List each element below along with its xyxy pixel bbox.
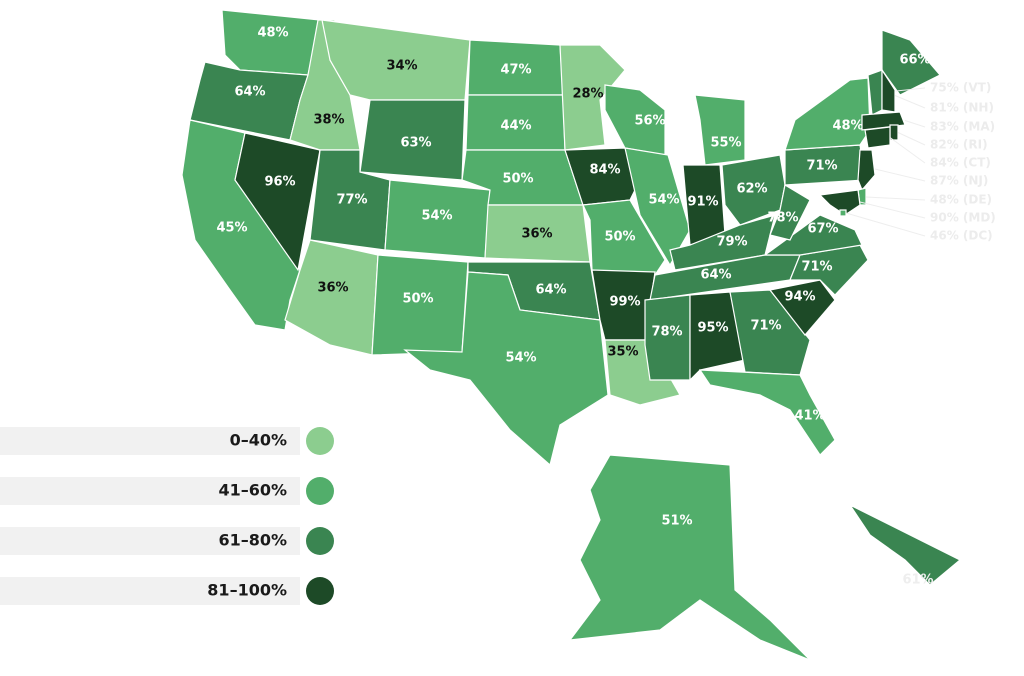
- callout-label: 61%: [902, 573, 933, 588]
- state: [864, 126, 891, 149]
- leader-line: [865, 196, 926, 201]
- callout-label: 48% (DE): [930, 193, 992, 207]
- state-label: 47%: [500, 63, 531, 78]
- state-label: 66%: [899, 53, 930, 68]
- state: [839, 209, 847, 217]
- callout-label: 87% (NJ): [930, 174, 988, 188]
- state-label: 56%: [634, 114, 665, 129]
- state: [669, 214, 776, 271]
- state-label: 78%: [767, 211, 798, 226]
- state-label: 62%: [736, 182, 767, 197]
- state-label: 91%: [687, 195, 718, 210]
- legend-label: 0–40%: [230, 431, 287, 450]
- state-label: 78%: [651, 325, 682, 340]
- callout-label: 82% (RI): [930, 138, 988, 152]
- state-label: 28%: [572, 87, 603, 102]
- state-label: 71%: [750, 319, 781, 334]
- legend-swatch: [306, 427, 334, 455]
- callout-label: 81% (NH): [930, 101, 994, 115]
- leader-line: [889, 137, 926, 164]
- state: [818, 189, 861, 216]
- state-label: 44%: [500, 119, 531, 134]
- leader-line: [859, 201, 926, 219]
- state: [867, 69, 883, 116]
- leader-line: [845, 212, 926, 237]
- state: [889, 124, 899, 141]
- state: [568, 454, 811, 661]
- state: [689, 291, 746, 382]
- legend-bar: [0, 477, 300, 505]
- state: [763, 214, 863, 256]
- state-label: 50%: [604, 230, 635, 245]
- leader-line: [874, 168, 926, 182]
- state-label: 50%: [502, 172, 533, 187]
- state-label: 38%: [313, 113, 344, 128]
- callout-label: 84% (CT): [930, 156, 991, 170]
- legend-bar: [0, 427, 300, 455]
- state-label: 64%: [234, 85, 265, 100]
- state-label: 45%: [216, 221, 247, 236]
- state-label: 36%: [521, 227, 552, 242]
- legend-bar: [0, 527, 300, 555]
- state-label: 96%: [264, 175, 295, 190]
- legend-swatch: [306, 477, 334, 505]
- state-label: 64%: [535, 283, 566, 298]
- state: [694, 94, 746, 166]
- state-label: 54%: [648, 193, 679, 208]
- state: [234, 132, 321, 272]
- state-label: 36%: [317, 281, 348, 296]
- legend-swatch: [306, 527, 334, 555]
- state-label: 54%: [505, 351, 536, 366]
- state-label: 41%: [794, 409, 825, 424]
- state: [769, 184, 811, 241]
- state-label: 50%: [402, 292, 433, 307]
- state: [857, 149, 876, 192]
- legend-swatch: [306, 577, 334, 605]
- state-label: 77%: [336, 193, 367, 208]
- state: [698, 369, 836, 456]
- state-label: 55%: [710, 136, 741, 151]
- state: [881, 29, 941, 96]
- state-label: 63%: [400, 136, 431, 151]
- legend-label: 41–60%: [218, 481, 287, 500]
- legend-bar: [0, 577, 300, 605]
- state-label: 51%: [661, 514, 692, 529]
- state-label: 35%: [607, 345, 638, 360]
- state: [784, 77, 871, 151]
- legend-label: 61–80%: [218, 531, 287, 550]
- state-label: 67%: [807, 222, 838, 237]
- callout-label: 90% (MD): [930, 211, 996, 225]
- leader-line: [904, 120, 926, 128]
- state-label: 95%: [697, 321, 728, 336]
- leader-line: [894, 95, 926, 109]
- state-label: 64%: [700, 268, 731, 283]
- state-label: 99%: [609, 295, 640, 310]
- state-label: 79%: [716, 235, 747, 250]
- state-label: 54%: [421, 209, 452, 224]
- state-label: 84%: [589, 163, 620, 178]
- legend-label: 81–100%: [207, 581, 287, 600]
- leader-line: [897, 132, 926, 146]
- state-label: 34%: [386, 59, 417, 74]
- state: [768, 279, 836, 336]
- state-label: 48%: [832, 119, 863, 134]
- callout-label: 75% (VT): [930, 81, 991, 95]
- state-label: 94%: [784, 290, 815, 305]
- state: [848, 503, 962, 586]
- state: [403, 271, 609, 467]
- state-label: 71%: [806, 159, 837, 174]
- state-label: 71%: [801, 260, 832, 275]
- state: [644, 294, 691, 381]
- state-label: 48%: [257, 26, 288, 41]
- callout-label: 83% (MA): [930, 120, 995, 134]
- state: [729, 289, 811, 376]
- state: [221, 9, 321, 76]
- callout-label: 46% (DC): [930, 229, 993, 243]
